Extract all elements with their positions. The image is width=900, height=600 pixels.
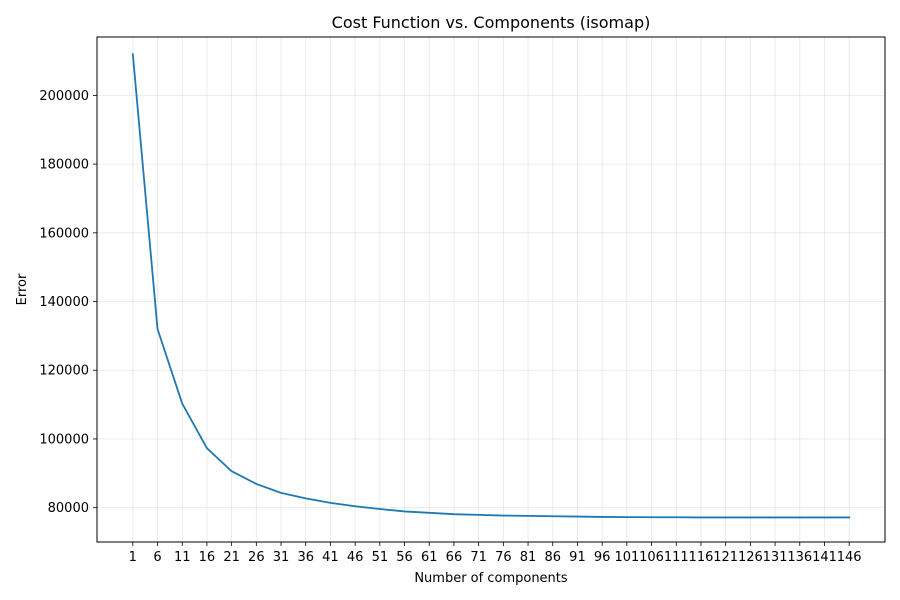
x-tick-label: 91 [569, 550, 586, 565]
x-tick-label: 136 [787, 550, 812, 565]
x-tick-label: 21 [223, 550, 240, 565]
x-tick-label: 111 [664, 550, 689, 565]
x-tick-label: 126 [738, 550, 763, 565]
x-tick-label: 131 [763, 550, 788, 565]
x-tick-label: 6 [153, 550, 161, 565]
y-tick-label: 180000 [39, 158, 89, 173]
x-tick-label: 51 [372, 550, 389, 565]
x-tick-label: 46 [347, 550, 364, 565]
x-axis-label: Number of components [414, 571, 568, 586]
series-line [131, 53, 851, 519]
y-tick-label: 200000 [39, 89, 89, 104]
x-tick-label: 96 [594, 550, 611, 565]
x-tick-label: 1 [129, 550, 137, 565]
x-tick-label: 41 [322, 550, 339, 565]
x-tick-label: 56 [396, 550, 413, 565]
y-tick-label: 100000 [39, 432, 89, 447]
y-tick-label: 140000 [39, 295, 89, 310]
x-tick-label: 86 [544, 550, 561, 565]
y-tick-label: 160000 [39, 226, 89, 241]
series-layer [131, 53, 851, 519]
y-tick-label: 80000 [48, 501, 89, 516]
x-tick-label: 31 [273, 550, 290, 565]
x-tick-label: 71 [470, 550, 487, 565]
x-tick-label: 141 [812, 550, 837, 565]
chart-title: Cost Function vs. Components (isomap) [332, 13, 651, 32]
x-tick-label: 11 [174, 550, 191, 565]
x-tick-label: 16 [199, 550, 216, 565]
x-tick-label: 61 [421, 550, 438, 565]
x-tick-label: 101 [614, 550, 639, 565]
x-tick-label: 146 [837, 550, 862, 565]
x-tick-label: 76 [495, 550, 512, 565]
x-tick-label: 36 [297, 550, 314, 565]
grid [97, 37, 885, 542]
x-tick-label: 81 [520, 550, 537, 565]
x-tick-label: 116 [689, 550, 714, 565]
axes-ticks: 1 6 11 16 21 26 31 36 41 46 51 56 61 66 71 76 81 86 91 96 10… [39, 89, 861, 565]
x-tick-label: 66 [446, 550, 463, 565]
x-tick-label: 106 [639, 550, 664, 565]
x-tick-label: 26 [248, 550, 265, 565]
y-tick-label: 120000 [39, 364, 89, 379]
y-axis-label: Error [15, 273, 30, 305]
x-tick-label: 121 [713, 550, 738, 565]
plot-area-frame [96, 36, 886, 543]
